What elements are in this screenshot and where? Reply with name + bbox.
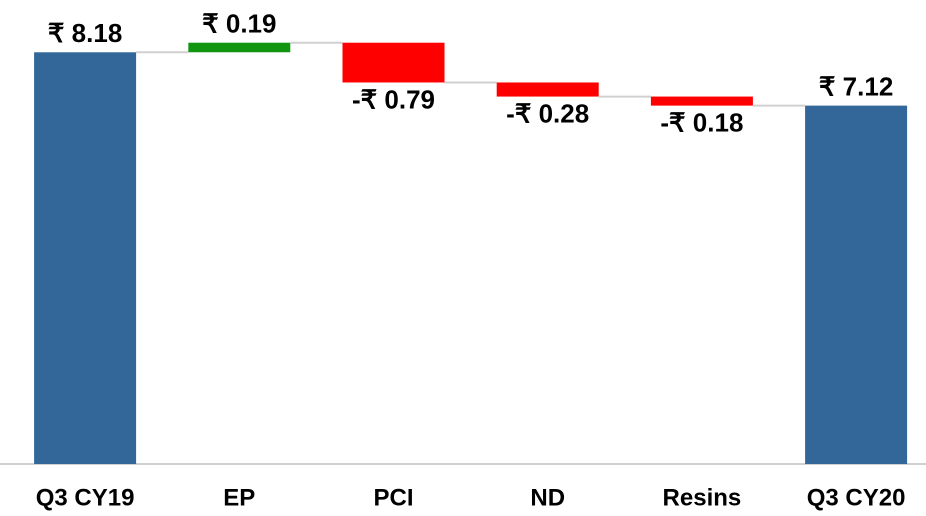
value-label: ₹ 8.18 <box>48 18 122 48</box>
x-tick-label: PCI <box>373 484 413 511</box>
bar <box>342 42 445 83</box>
value-label: ₹ 0.19 <box>202 9 276 39</box>
value-label: -₹ 0.28 <box>506 98 589 128</box>
value-label: -₹ 0.18 <box>660 108 743 138</box>
bar <box>34 52 137 464</box>
x-tick-label: Q3 CY20 <box>807 484 906 511</box>
bar <box>188 42 291 53</box>
x-tick-label: ND <box>530 484 565 511</box>
bar <box>496 82 599 97</box>
value-label: ₹ 7.12 <box>819 72 893 102</box>
bar <box>650 96 753 106</box>
value-label: -₹ 0.79 <box>352 84 435 114</box>
x-tick-label: EP <box>223 484 255 511</box>
bar <box>805 105 908 465</box>
x-tick-label: Resins <box>663 484 742 511</box>
x-tick-label: Q3 CY19 <box>36 484 135 511</box>
